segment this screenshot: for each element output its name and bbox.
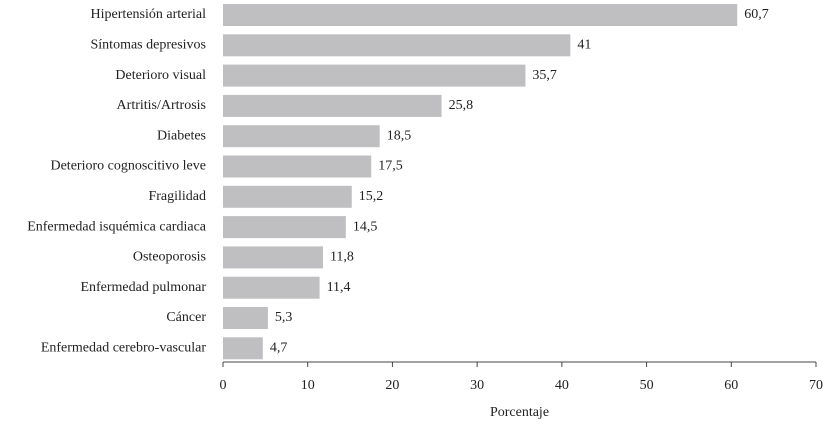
value-label-6: 15,2 <box>359 189 384 204</box>
bar-2 <box>223 64 526 87</box>
category-labels-group: Hipertensión arterial Síntomas depresivos… <box>27 7 207 355</box>
category-label-7: Enfermedad isquémica cardiaca <box>27 219 207 234</box>
category-label-4: Diabetes <box>157 128 206 143</box>
bar-5 <box>223 155 372 178</box>
value-labels-group: 60,7 41 35,7 25,8 18,5 17,5 15,2 14,5 11,8 11,4 5,… <box>270 7 769 355</box>
category-label-2: Deterioro visual <box>115 68 206 83</box>
x-tick-label-5: 50 <box>640 378 654 393</box>
x-tick-label-6: 60 <box>724 378 738 393</box>
bars-group <box>223 4 738 360</box>
value-label-1: 41 <box>577 38 591 53</box>
category-label-8: Osteoporosis <box>133 250 206 265</box>
value-label-9: 11,4 <box>327 280 351 295</box>
value-label-7: 14,5 <box>353 219 378 234</box>
bar-4 <box>223 125 380 148</box>
category-label-3: Artritis/Artrosis <box>117 98 206 113</box>
bar-7 <box>223 216 346 239</box>
x-tick-label-0: 0 <box>220 378 227 393</box>
category-label-10: Cáncer <box>166 310 206 325</box>
category-label-11: Enfermedad cerebro-vascular <box>41 341 207 356</box>
x-axis: 0 10 20 30 40 50 60 70 <box>220 361 823 393</box>
bar-8 <box>223 246 323 269</box>
value-label-0: 60,7 <box>744 7 769 22</box>
bar-10 <box>223 307 268 329</box>
category-label-5: Deterioro cognoscitivo leve <box>50 159 206 174</box>
bar-6 <box>223 185 352 208</box>
x-tick-label-4: 40 <box>555 378 569 393</box>
value-label-2: 35,7 <box>532 68 557 83</box>
bar-0 <box>223 4 738 26</box>
category-label-9: Enfermedad pulmonar <box>80 280 206 295</box>
value-label-11: 4,7 <box>270 341 288 356</box>
x-tick-label-2: 20 <box>385 378 399 393</box>
category-label-0: Hipertensión arterial <box>91 7 207 22</box>
x-axis-title: Porcentaje <box>490 405 549 420</box>
value-label-5: 17,5 <box>378 159 403 174</box>
x-tick-label-1: 10 <box>301 378 315 393</box>
value-label-4: 18,5 <box>387 128 412 143</box>
value-label-8: 11,8 <box>330 250 354 265</box>
category-label-1: Síntomas depresivos <box>91 38 207 53</box>
value-label-3: 25,8 <box>449 98 474 113</box>
bar-1 <box>223 34 571 57</box>
category-label-6: Fragilidad <box>148 189 206 204</box>
bar-11 <box>223 337 263 360</box>
x-tick-label-3: 30 <box>470 378 484 393</box>
bar-3 <box>223 94 442 117</box>
x-tick-label-7: 70 <box>809 378 823 393</box>
bar-9 <box>223 276 320 299</box>
value-label-10: 5,3 <box>275 310 293 325</box>
x-ticks-group: 0 10 20 30 40 50 60 70 <box>220 362 823 393</box>
